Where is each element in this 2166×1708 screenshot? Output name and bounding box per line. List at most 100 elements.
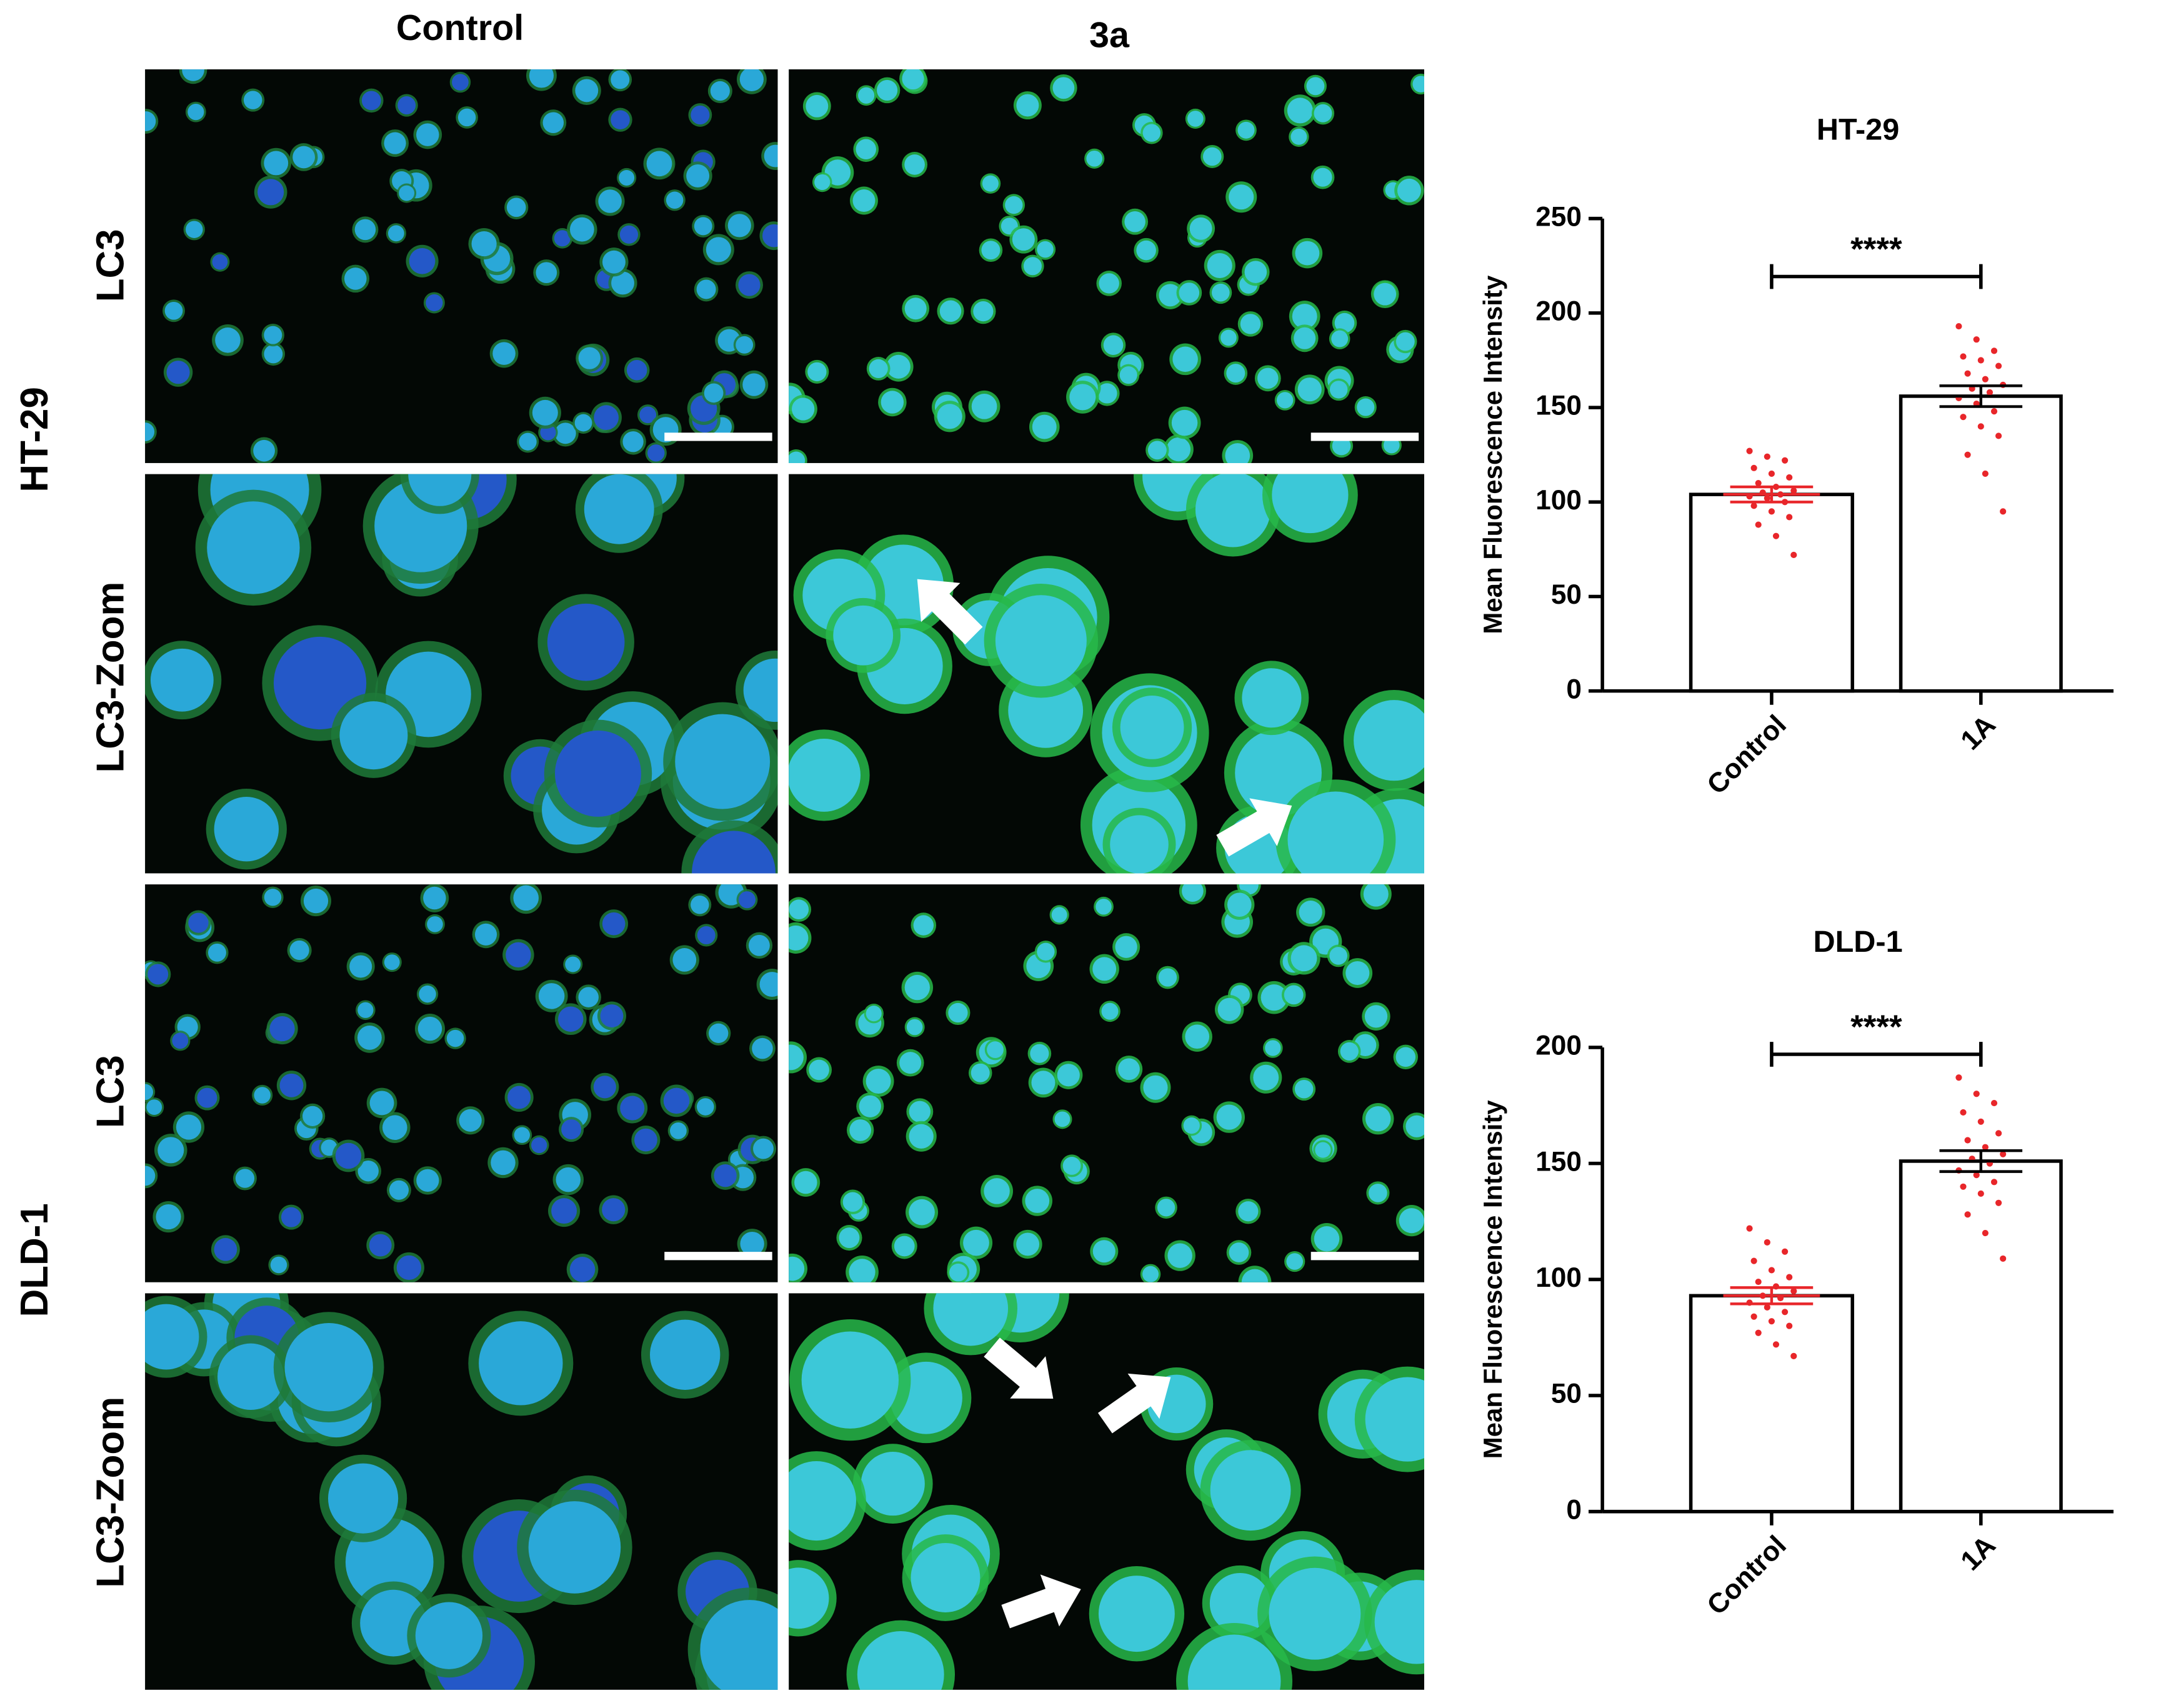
nucleus — [369, 1234, 392, 1257]
nucleus — [600, 1004, 624, 1027]
nucleus — [264, 344, 283, 364]
y-axis-label: Mean Fluorescence Intensity — [1478, 1100, 1507, 1459]
nucleus — [762, 224, 778, 247]
nucleus — [697, 926, 716, 944]
nucleus — [556, 1167, 581, 1192]
nucleus — [696, 279, 716, 299]
nucleus — [361, 91, 381, 111]
nucleus — [491, 1150, 516, 1176]
nucleus — [691, 896, 709, 914]
nucleus — [809, 1059, 829, 1081]
bar — [1689, 492, 1854, 693]
nucleus — [1332, 436, 1351, 456]
nucleus — [759, 972, 778, 997]
nucleus — [869, 359, 888, 378]
nucleus — [619, 225, 639, 244]
nucleus — [1016, 94, 1039, 117]
nucleus — [1226, 364, 1245, 383]
cells — [789, 69, 1424, 463]
nucleus — [1253, 1064, 1279, 1091]
nucleus — [857, 1631, 944, 1690]
nucleus — [257, 179, 284, 206]
nucleus — [789, 451, 806, 463]
data-point — [1772, 532, 1780, 539]
nucleus — [987, 1041, 1004, 1058]
cells — [789, 884, 1424, 1282]
nucleus — [565, 956, 581, 972]
data-point — [1755, 521, 1762, 528]
nucleus — [1306, 77, 1325, 96]
nucleus — [538, 983, 565, 1009]
nucleus — [1225, 443, 1250, 463]
nucleus — [1172, 346, 1198, 372]
nucleus — [547, 603, 625, 681]
data-point — [1960, 1183, 1967, 1190]
micrographs — [145, 69, 1424, 1690]
nucleus — [1187, 111, 1204, 127]
cells — [789, 1293, 1424, 1690]
data-point — [1960, 353, 1967, 360]
significance-label: **** — [1850, 1009, 1902, 1046]
nucleus — [727, 214, 751, 237]
nucleus — [686, 164, 710, 187]
nucleus — [1216, 1104, 1242, 1130]
data-point — [1764, 1304, 1770, 1311]
nucleus — [738, 891, 756, 909]
nucleus — [1110, 815, 1169, 874]
nucleus — [1345, 961, 1370, 986]
nucleus — [387, 225, 404, 242]
nucleus — [1295, 241, 1320, 266]
data-point — [1790, 1287, 1797, 1294]
nucleus — [1101, 1002, 1119, 1020]
nucleus — [1147, 441, 1167, 460]
nucleus — [801, 1331, 899, 1429]
nucleus — [1340, 1042, 1359, 1061]
nucleus — [1095, 899, 1112, 915]
nucleus — [344, 267, 367, 290]
cell-line-label: HT-29 — [13, 387, 56, 492]
nucleus — [1257, 367, 1279, 389]
nucleus — [859, 1095, 881, 1117]
nucleus — [1272, 474, 1349, 534]
nucleus — [357, 1002, 374, 1018]
nucleus — [1331, 330, 1349, 347]
nucleus — [452, 74, 469, 91]
nucleus — [561, 1119, 582, 1140]
cells — [145, 474, 778, 874]
y-tick-label: 200 — [1535, 1031, 1582, 1061]
nucleus — [691, 105, 710, 125]
nucleus — [710, 81, 730, 101]
nucleus — [1412, 76, 1424, 92]
data-point — [1964, 370, 1971, 377]
nucleus — [1119, 366, 1137, 384]
data-point — [1768, 1318, 1775, 1325]
nucleus — [459, 1109, 482, 1132]
nucleus — [1364, 1005, 1388, 1028]
column-header: Control — [396, 8, 524, 48]
bar — [1899, 1159, 2063, 1514]
nucleus — [1369, 1184, 1387, 1202]
nucleus — [626, 359, 647, 381]
row-label: LC3 — [89, 1055, 132, 1128]
error-bar — [1932, 1149, 2030, 1173]
data-point — [1964, 1211, 1971, 1218]
data-point — [1750, 1313, 1757, 1320]
nucleus — [186, 221, 203, 238]
nucleus — [909, 1101, 931, 1122]
nucleus — [1062, 1157, 1081, 1175]
nucleus — [789, 899, 809, 920]
data-point — [1977, 423, 1984, 430]
x-tick-label: 1A — [1955, 709, 2002, 756]
nucleus — [397, 96, 416, 114]
y-tick-label: 50 — [1551, 579, 1582, 610]
nucleus — [197, 1087, 217, 1108]
nucleus — [1118, 1058, 1140, 1081]
nucleus — [911, 1542, 981, 1612]
nucleus — [281, 1207, 301, 1227]
nucleus — [1363, 884, 1389, 907]
nucleus — [506, 942, 531, 968]
nucleus — [598, 189, 622, 213]
nucleus — [1189, 217, 1212, 240]
nucleus — [1098, 1576, 1175, 1652]
nucleus — [982, 175, 999, 192]
